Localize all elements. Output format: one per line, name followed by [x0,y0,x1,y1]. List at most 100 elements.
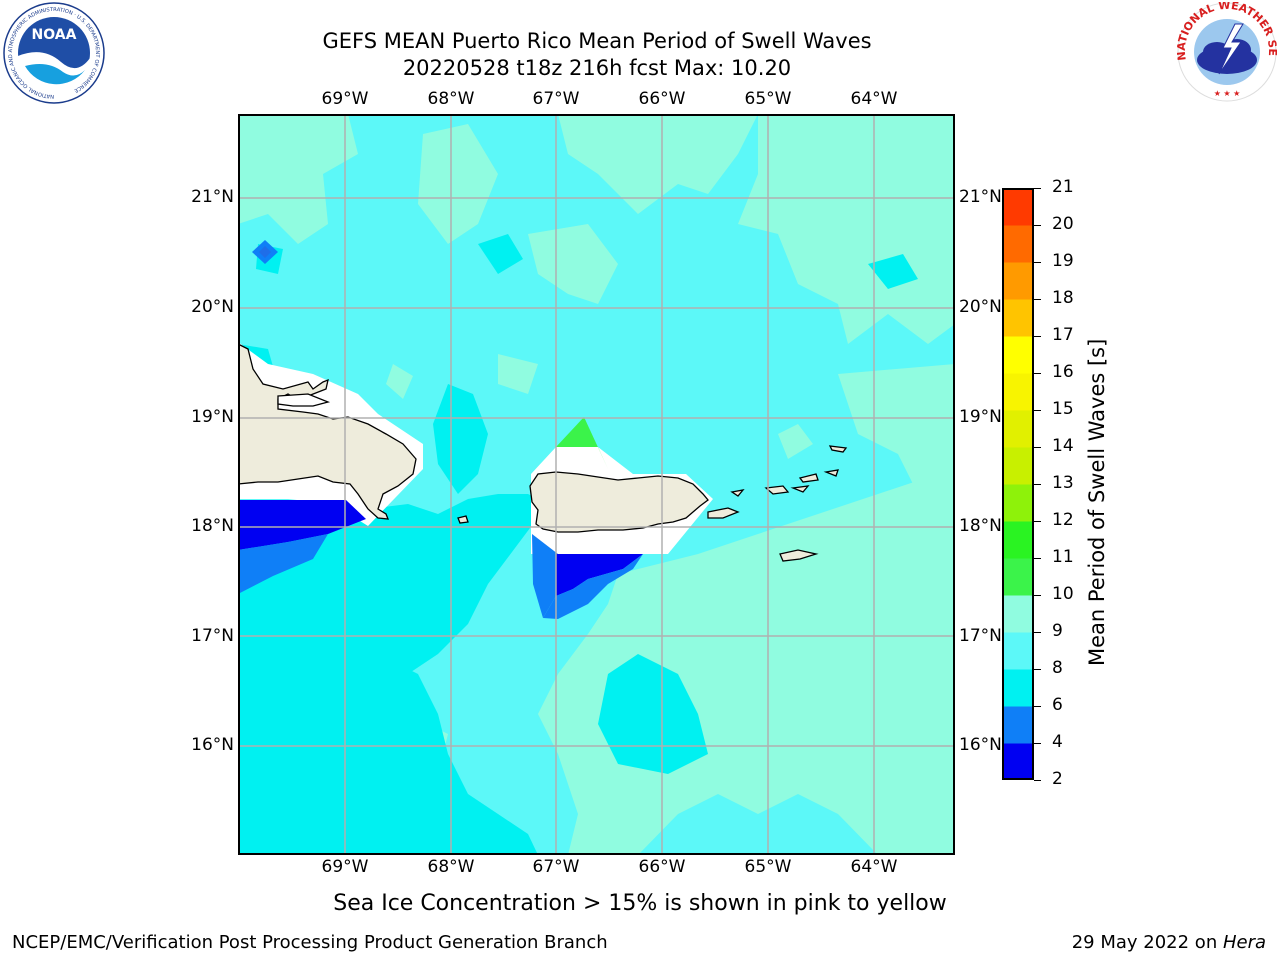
map-frame [238,114,955,855]
field-4-6-west [238,534,328,594]
lon-label-bottom: 66°W [638,857,686,877]
colorbar-tick-label: 15 [1052,399,1074,419]
gonave-island [277,393,331,407]
colorbar-tick-mark [1034,780,1041,781]
land [237,342,848,562]
mona-island [457,515,469,524]
colorbar-tick-mark [1034,373,1041,374]
field-10-11 [556,417,608,469]
field-4-6-spot [259,246,271,258]
lon-label-top: 65°W [744,89,792,109]
lat-label-left: 21°N [191,187,234,207]
lon-label-top: 64°W [850,89,898,109]
footer-date: 29 May 2022 on Hera [1072,932,1266,953]
colorbar-tick-mark [1034,299,1041,300]
colorbar-segment [1002,706,1034,744]
colorbar [1002,188,1034,781]
svg-text:★ ★ ★: ★ ★ ★ [1214,89,1241,98]
sea-ice-note: Sea Ice Concentration > 15% is shown in … [333,891,947,916]
virgin-gorda-island [823,469,839,477]
colorbar-segment [1002,521,1034,559]
anegada-island [828,445,848,453]
field-2-4-west [238,500,366,550]
colorbar-tick-label: 17 [1052,325,1074,345]
colorbar-tick-label: 2 [1052,769,1063,789]
colorbar-tick-mark [1034,410,1041,411]
colorbar-tick-label: 16 [1052,362,1074,382]
colorbar-segment [1002,632,1034,670]
colorbar-segment [1002,558,1034,596]
noaa-logo: NOAA NATIONAL OCEANIC AND ATMOSPHERIC AD… [3,2,105,104]
colorbar-segment [1002,484,1034,522]
lon-label-bottom: 69°W [321,857,369,877]
st-john-island [790,485,810,493]
colorbar-tick-mark [1034,484,1041,485]
lat-label-left: 18°N [191,516,234,536]
lon-label-bottom: 68°W [427,857,475,877]
colorbar-tick-label: 12 [1052,510,1074,530]
lon-label-bottom: 64°W [850,857,898,877]
footer-date-text: 29 May 2022 on [1071,932,1223,953]
field-4-6-south-2 [543,554,643,619]
colorbar-tick-mark [1034,595,1041,596]
colorbar-tick-label: 4 [1052,732,1063,752]
lat-label-left: 20°N [191,297,234,317]
tortola-island [798,473,819,483]
lat-label-right: 17°N [959,626,1002,646]
footer-host: Hera [1222,932,1266,953]
hispaniola-land [237,342,417,520]
colorbar-tick-mark [1034,447,1041,448]
colorbar-segment [1002,743,1034,781]
colorbar-tick-mark [1034,669,1041,670]
lon-label-bottom: 65°W [744,857,792,877]
lat-label-left: 19°N [191,407,234,427]
colorbar-tick-label: 10 [1052,584,1074,604]
map-title: GEFS MEAN Puerto Rico Mean Period of Swe… [322,29,872,53]
lat-label-right: 20°N [959,297,1002,317]
st-thomas-island [764,485,790,495]
colorbar-tick-mark [1034,521,1041,522]
colorbar-segment [1002,373,1034,411]
colorbar-tick-mark [1034,706,1041,707]
colorbar-tick-mark [1034,188,1041,189]
map-panel[interactable] [237,114,955,855]
colorbar-tick-label: 8 [1052,658,1063,678]
map-subtitle: 20220528 t18z 216h fcst Max: 10.20 [402,56,792,80]
lat-label-left: 17°N [191,626,234,646]
colorbar-tick-label: 19 [1052,251,1074,271]
colorbar-segment [1002,225,1034,263]
colorbar-tick-label: 21 [1052,177,1074,197]
colorbar-segment [1002,299,1034,337]
colorbar-ticks: 2 4 6 8 9 10 11 12 13 14 15 16 17 18 19 20 21 [1034,177,1094,789]
colorbar-frame [1002,188,1034,780]
lon-label-bottom: 67°W [532,857,580,877]
st-croix-island [779,549,819,562]
lon-label-top: 69°W [321,89,369,109]
lat-label-right: 16°N [959,735,1002,755]
lat-label-left: 16°N [191,735,234,755]
colorbar-tick-label: 18 [1052,288,1074,308]
vieques-island [707,507,740,519]
colorbar-segment [1002,595,1034,633]
puerto-rico-land [529,471,709,533]
colorbar-tick-mark [1034,558,1041,559]
lat-label-right: 19°N [959,407,1002,427]
colorbar-tick-label: 14 [1052,436,1074,456]
culebra-island [730,489,745,497]
lat-label-right: 18°N [959,516,1002,536]
colorbar-tick-label: 11 [1052,547,1074,567]
grid [238,114,955,855]
colorbar-tick-mark [1034,262,1041,263]
colorbar-tick-label: 9 [1052,621,1063,641]
field-2-4-south [556,554,643,596]
colorbar-tick-mark [1034,632,1041,633]
lon-label-top: 67°W [532,89,580,109]
colorbar-segment [1002,669,1034,707]
colorbar-segment [1002,262,1034,300]
noaa-logo-text: NOAA [32,27,77,43]
lon-label-top: 66°W [638,89,686,109]
colorbar-tick-mark [1034,225,1041,226]
colorbar-tick-mark [1034,336,1041,337]
lat-label-right: 21°N [959,187,1002,207]
colorbar-segment [1002,410,1034,448]
